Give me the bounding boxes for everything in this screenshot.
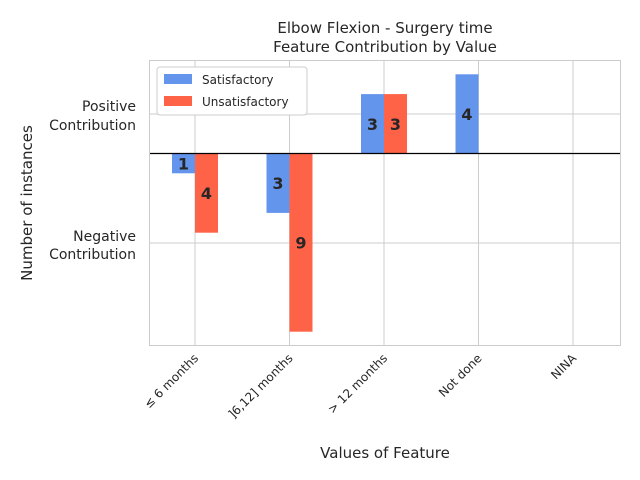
x-tick-label: NINA bbox=[548, 351, 579, 382]
x-tick-labels: ≤ 6 months ]6,12] months > 12 months Not do… bbox=[141, 351, 579, 422]
legend: Satisfactory Unsatisfactory bbox=[156, 66, 308, 116]
x-tick-label: Not done bbox=[436, 351, 485, 400]
plot-area bbox=[149, 60, 621, 346]
x-tick-label: ]6,12] months bbox=[226, 351, 296, 421]
bar-unsatisfactory-0 bbox=[195, 153, 218, 233]
x-axis-label: Values of Feature bbox=[320, 444, 450, 462]
bar-value-label: 1 bbox=[178, 154, 189, 173]
bar-satisfactory-2 bbox=[361, 94, 384, 154]
bar-satisfactory-1 bbox=[266, 153, 290, 213]
bar-value-label: 3 bbox=[367, 115, 378, 134]
bar-value-label: 3 bbox=[390, 115, 401, 134]
legend-label-unsatisfactory: Unsatisfactory bbox=[202, 95, 289, 109]
chart-title-line-1: Elbow Flexion - Surgery time bbox=[277, 19, 492, 37]
x-tick-label: ≤ 6 months bbox=[141, 351, 201, 411]
bar-value-label: 3 bbox=[272, 174, 283, 193]
bar-satisfactory-0 bbox=[172, 153, 195, 174]
bar-unsatisfactory-2 bbox=[384, 94, 407, 154]
bars-group bbox=[172, 74, 479, 332]
legend-swatch-satisfactory bbox=[164, 74, 192, 84]
legend-swatch-unsatisfactory bbox=[164, 96, 192, 106]
y-tick-negative-line2: Contribution bbox=[49, 247, 136, 263]
y-axis-label: Number of instances bbox=[18, 125, 36, 281]
legend-box bbox=[156, 66, 308, 116]
legend-label-satisfactory: Satisfactory bbox=[202, 73, 274, 87]
bar-satisfactory-3 bbox=[455, 74, 479, 154]
bar-unsatisfactory-1 bbox=[289, 153, 313, 332]
bar-value-label: 4 bbox=[461, 105, 472, 124]
y-tick-negative-line1: Negative bbox=[73, 229, 136, 245]
bar-value-label: 9 bbox=[295, 234, 306, 253]
bar-value-label: 4 bbox=[201, 184, 212, 203]
chart-title-line-2: Feature Contribution by Value bbox=[273, 38, 497, 56]
x-tick-label: > 12 months bbox=[325, 351, 390, 416]
y-tick-positive-line1: Positive bbox=[82, 99, 136, 115]
y-tick-positive-line2: Contribution bbox=[49, 118, 136, 134]
